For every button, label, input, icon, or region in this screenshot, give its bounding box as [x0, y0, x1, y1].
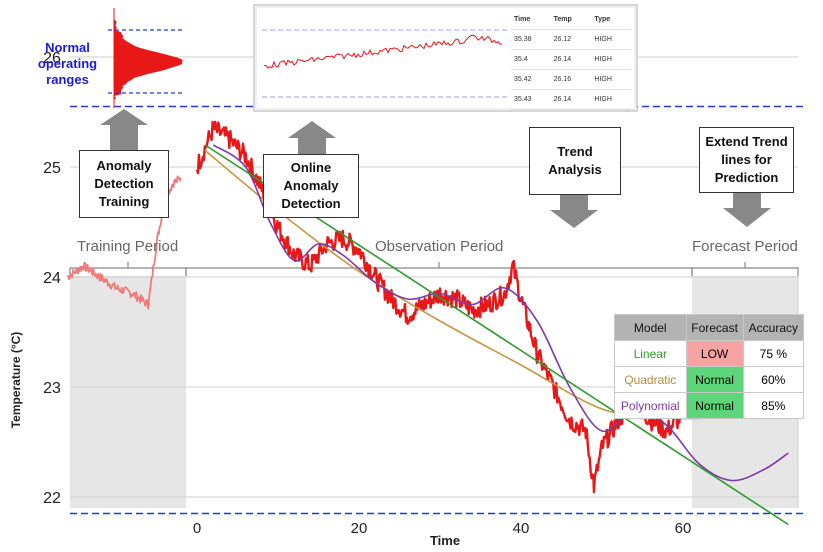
extend-trend-box: Extend Trend lines for Prediction	[699, 127, 794, 193]
quadratic-series-line	[204, 149, 781, 420]
x-axis-label: Time	[430, 533, 460, 548]
training-shade	[70, 276, 186, 508]
observation-period-label: Observation Period	[375, 238, 504, 255]
inset-cell: 35.38	[511, 29, 551, 50]
table-row: Quadratic Normal 60%	[614, 366, 805, 393]
x-tick-label: 40	[513, 520, 530, 537]
y-tick-label: 25	[43, 160, 61, 177]
forecast-polynomial: Normal	[685, 392, 744, 419]
inset-cell: 26.14	[550, 89, 592, 110]
inset-cell: 35.43	[511, 89, 551, 110]
up-arrow-online	[288, 121, 336, 155]
table-row: 35.42 26.16 HIGH	[511, 69, 631, 90]
series-layer	[66, 120, 789, 526]
x-tick-label: 20	[351, 520, 368, 537]
inset-cell: 26.12	[550, 29, 592, 50]
inset-cell: 35.4	[511, 49, 551, 70]
down-arrow-trend	[550, 195, 598, 228]
table-row: Linear LOW 75 %	[614, 340, 805, 367]
inset-header-time: Time	[511, 10, 551, 30]
inset-cell: 26.14	[550, 49, 592, 70]
training-period-label: Training Period	[77, 238, 179, 255]
inset-cell: 26.16	[550, 69, 592, 90]
y-tick-label: 24	[43, 270, 61, 287]
period-braces	[69, 262, 799, 276]
online-detection-box: Online Anomaly Detection	[263, 154, 359, 218]
inset-cell: HIGH	[591, 29, 631, 50]
inset-cell: HIGH	[591, 69, 631, 90]
model-quadratic: Quadratic	[614, 366, 687, 393]
accuracy-polynomial: 85%	[742, 392, 805, 419]
y-tick-label: 26	[43, 50, 61, 67]
x-tick-label: 0	[193, 520, 201, 537]
forecast-table: Model Forecast Accuracy Linear LOW 75 % …	[614, 314, 805, 419]
trend-analysis-box: Trend Analysis	[529, 127, 621, 195]
forecast-header-model: Model	[614, 314, 687, 341]
table-row: 35.38 26.12 HIGH	[511, 29, 631, 50]
accuracy-quadratic: 60%	[742, 366, 805, 393]
table-row: Polynomial Normal 85%	[614, 392, 805, 419]
forecast-period-label: Forecast Period	[692, 238, 798, 255]
inset-cell: HIGH	[591, 49, 631, 70]
normal-ranges-label: Normal operating ranges	[37, 40, 98, 87]
inset-header-temp: Temp	[550, 10, 592, 30]
y-tick-label: 23	[43, 380, 61, 397]
x-tick-label: 60	[675, 520, 692, 537]
model-linear: Linear	[614, 340, 687, 367]
inset-cell: 35.42	[511, 69, 551, 90]
table-row: 35.4 26.14 HIGH	[511, 49, 631, 70]
model-polynomial: Polynomial	[614, 392, 687, 419]
up-arrow-training	[100, 109, 148, 150]
table-row: 35.43 26.14 HIGH	[511, 89, 631, 110]
forecast-header-forecast: Forecast	[685, 314, 744, 341]
y-axis-label: Temperature (°C)	[9, 332, 23, 429]
anomaly-training-box: Anomaly Detection Training	[79, 150, 169, 218]
forecast-header-accuracy: Accuracy	[742, 314, 805, 341]
accuracy-linear: 75 %	[742, 340, 805, 367]
polynomial-series-line	[212, 144, 789, 482]
inset-cell: HIGH	[591, 89, 631, 110]
inset-header-type: Type	[591, 10, 631, 30]
y-tick-label: 22	[43, 490, 61, 507]
inset-anomaly-table: Time Temp Type 35.38 26.12 HIGH 35.4 26.…	[511, 10, 631, 110]
forecast-quadratic: Normal	[685, 366, 744, 393]
histogram-icon	[108, 8, 184, 108]
tick-labels: 22 23 24 25 26 0 20 40 60	[43, 50, 691, 537]
down-arrow-extend	[723, 193, 771, 227]
forecast-linear: LOW	[685, 340, 744, 367]
